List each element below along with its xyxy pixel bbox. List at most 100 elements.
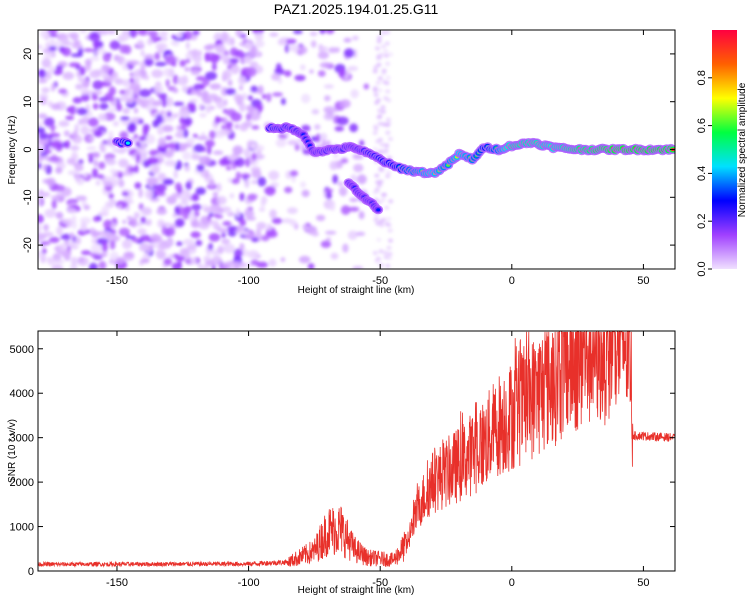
heatmap-cell: [339, 68, 347, 77]
heatmap-cell: [316, 133, 321, 143]
heatmap-cell: [83, 172, 88, 178]
heatmap-cell: [48, 65, 56, 73]
heatmap-cell: [372, 69, 378, 74]
heatmap-cell: [191, 154, 202, 160]
heatmap-cell: [38, 44, 43, 50]
heatmap-cell: [372, 86, 378, 91]
heatmap-cell: [147, 177, 158, 186]
heatmap-cell: [114, 78, 124, 85]
heatmap-cell: [226, 37, 231, 46]
heatmap-cell: [381, 217, 387, 222]
heatmap-cell: [208, 233, 221, 242]
heatmap-cell: [70, 32, 79, 41]
heatmap-cell: [193, 62, 202, 67]
heatmap-cell: [64, 254, 71, 261]
heatmap-cell: [161, 98, 167, 108]
heatmap-cell: [280, 257, 286, 262]
heatmap-cell: [244, 41, 253, 50]
heatmap-cell: [332, 174, 339, 184]
heatmap-cell: [233, 248, 243, 258]
heatmap-cell: [112, 148, 123, 153]
snr-series: [38, 331, 675, 568]
heatmap-cell: [319, 132, 328, 141]
y-tick-label: 20: [22, 48, 34, 60]
heatmap-cell: [189, 98, 198, 103]
heatmap-cell: [93, 159, 98, 167]
heatmap-cell: [244, 208, 252, 218]
heatmap-cell: [301, 93, 311, 104]
heatmap-cell: [97, 113, 108, 121]
heatmap-cell: [275, 138, 287, 148]
heatmap-cell: [160, 222, 172, 227]
x-tick-label: -50: [372, 577, 388, 589]
heatmap-cell: [230, 64, 240, 75]
heatmap-cell: [83, 48, 94, 53]
heatmap-cell: [172, 74, 179, 85]
heatmap-cell: [127, 60, 140, 66]
heatmap-cell: [375, 221, 381, 226]
heatmap-cell: [63, 130, 70, 137]
heatmap-cells: [38, 30, 394, 269]
heatmap-cell: [298, 46, 308, 55]
heatmap-cell: [51, 103, 61, 111]
heatmap-cell: [174, 132, 186, 139]
heatmap-cell: [192, 133, 198, 138]
heatmap-cell: [309, 31, 318, 37]
heatmap-cell: [42, 48, 51, 54]
heatmap-cell: [62, 71, 75, 80]
heatmap-cell: [92, 32, 98, 38]
heatmap-cell: [122, 79, 130, 87]
heatmap-cell: [187, 50, 198, 54]
heatmap-cell: [66, 218, 73, 228]
heatmap-cell: [374, 100, 380, 105]
heatmap-cell: [83, 204, 91, 211]
heatmap-cell: [97, 174, 105, 180]
heatmap-cell: [156, 36, 162, 41]
heatmap-cell: [54, 194, 63, 202]
heatmap-cell: [117, 34, 128, 42]
heatmap-cell: [118, 227, 130, 237]
heatmap-cell: [234, 157, 245, 168]
heatmap-cell: [77, 256, 85, 263]
colorbar-tick-label: 0.4: [696, 166, 708, 181]
heatmap-cell: [347, 65, 359, 72]
secondary-track: [343, 178, 384, 215]
heatmap-cell: [201, 132, 206, 137]
heatmap-cell: [317, 51, 329, 60]
heatmap-cell: [173, 170, 178, 179]
heatmap-cell: [352, 153, 364, 160]
x-tick-label: 0: [509, 275, 515, 287]
heatmap-cell: [68, 245, 79, 250]
heatmap-cell: [294, 143, 300, 151]
heatmap-cell: [207, 145, 212, 155]
heatmap-cell: [353, 163, 364, 173]
heatmap-cell: [58, 120, 70, 127]
heatmap-cell: [380, 105, 386, 110]
x-tick-label: -150: [106, 275, 128, 287]
heatmap-cell: [193, 144, 205, 153]
heatmap-cell: [146, 157, 159, 165]
heatmap-cell: [105, 158, 117, 166]
heatmap-cell: [385, 117, 391, 122]
heatmap-cell: [221, 86, 229, 97]
heatmap-cell: [120, 116, 130, 121]
heatmap-cell: [174, 205, 180, 216]
heatmap-cell: [374, 173, 380, 178]
heatmap-cell: [70, 145, 80, 151]
heatmap-cell: [319, 62, 332, 69]
heatmap-cell: [190, 69, 200, 76]
heatmap-cell: [93, 90, 103, 95]
snr-frame: [37, 330, 676, 572]
heatmap-cell: [109, 168, 117, 174]
heatmap-cell: [184, 165, 191, 172]
heatmap-cell: [226, 155, 239, 160]
heatmap-cell: [155, 152, 165, 158]
heatmap-cell: [255, 228, 262, 235]
colorbar-gradient: [712, 30, 737, 269]
heatmap-cell: [178, 109, 191, 118]
heatmap-cell: [386, 216, 392, 221]
heatmap-cell: [119, 96, 129, 102]
heatmap-cell: [118, 158, 129, 168]
heatmap-cell: [38, 223, 41, 233]
heatmap-cell: [225, 210, 231, 215]
